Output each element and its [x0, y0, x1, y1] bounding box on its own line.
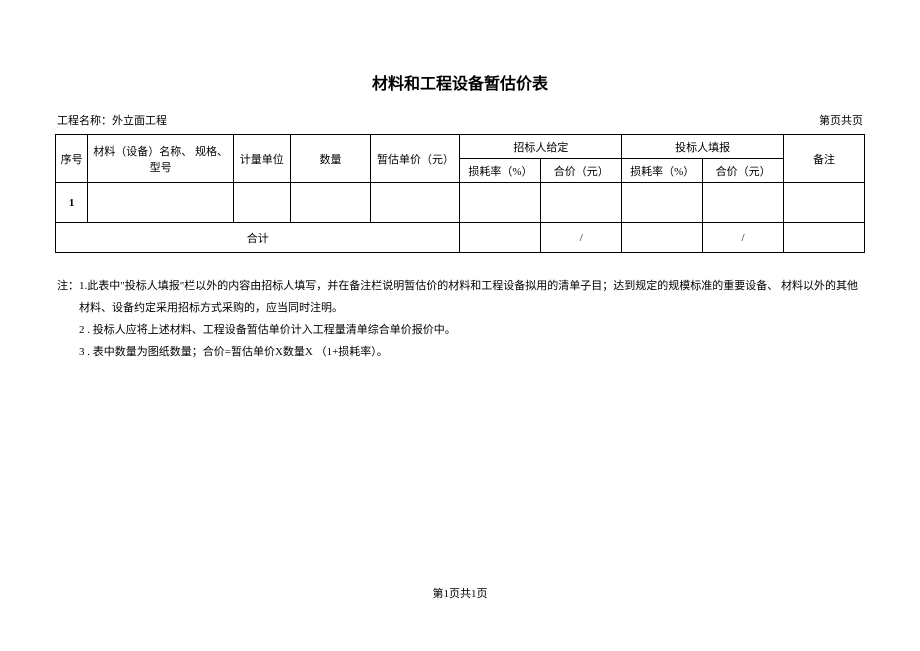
col-seq: 序号	[56, 135, 88, 183]
cell-b-loss	[622, 183, 703, 223]
cell-unit	[233, 183, 290, 223]
total-t-loss	[460, 223, 541, 253]
col-tender-loss: 损耗率（%）	[460, 159, 541, 183]
total-t-total: /	[541, 223, 622, 253]
page-title: 材料和工程设备暂估价表	[55, 70, 865, 94]
cell-remark	[784, 183, 865, 223]
cell-name	[88, 183, 234, 223]
total-remark	[784, 223, 865, 253]
total-b-total: /	[703, 223, 784, 253]
note-item: 3 . 表中数量为图纸数量；合价=暂估单价X数量X （1+损耗率）。	[57, 341, 865, 363]
total-b-loss	[622, 223, 703, 253]
col-tender-total: 合价（元）	[541, 159, 622, 183]
col-name: 材料（设备）名称、 规格、型号	[88, 135, 234, 183]
col-unit-price: 暂估单价（元）	[371, 135, 460, 183]
note-text: 1.此表中"投标人填报"栏以外的内容由招标人填写，并在备注栏说明暂估价的材料和工…	[79, 275, 865, 319]
page-indicator: 第页共页	[819, 112, 863, 128]
col-bidder-total: 合价（元）	[703, 159, 784, 183]
cell-t-total	[541, 183, 622, 223]
col-bidder-loss: 损耗率（%）	[622, 159, 703, 183]
header-row-1: 序号 材料（设备）名称、 规格、型号 计量单位 数量 暂估单价（元） 招标人给定…	[56, 135, 865, 159]
col-tender-group: 招标人给定	[460, 135, 622, 159]
cell-t-loss	[460, 183, 541, 223]
col-remark: 备注	[784, 135, 865, 183]
note-text: 3 . 表中数量为图纸数量；合价=暂估单价X数量X （1+损耗率）。	[79, 341, 388, 363]
project-name: 工程名称：外立面工程	[57, 112, 167, 128]
note-item: 注： 1.此表中"投标人填报"栏以外的内容由招标人填写，并在备注栏说明暂估价的材…	[57, 275, 865, 319]
header-row: 工程名称：外立面工程 第页共页	[55, 112, 865, 128]
note-item: 2 . 投标人应将上述材料、工程设备暂估单价计入工程量清单综合单价报价中。	[57, 319, 865, 341]
col-quantity: 数量	[290, 135, 371, 183]
cell-unit-price	[371, 183, 460, 223]
note-spacer	[57, 341, 79, 363]
total-row: 合计 / /	[56, 223, 865, 253]
table-row: 1	[56, 183, 865, 223]
note-prefix: 注：	[57, 275, 79, 319]
page-footer: 第1页共1页	[0, 585, 920, 601]
total-label: 合计	[56, 223, 460, 253]
cell-seq: 1	[56, 183, 88, 223]
col-bidder-group: 投标人填报	[622, 135, 784, 159]
note-spacer	[57, 319, 79, 341]
note-text: 2 . 投标人应将上述材料、工程设备暂估单价计入工程量清单综合单价报价中。	[79, 319, 456, 341]
cell-b-total	[703, 183, 784, 223]
cell-quantity	[290, 183, 371, 223]
notes-section: 注： 1.此表中"投标人填报"栏以外的内容由招标人填写，并在备注栏说明暂估价的材…	[55, 275, 865, 363]
col-unit: 计量单位	[233, 135, 290, 183]
estimate-table: 序号 材料（设备）名称、 规格、型号 计量单位 数量 暂估单价（元） 招标人给定…	[55, 134, 865, 253]
